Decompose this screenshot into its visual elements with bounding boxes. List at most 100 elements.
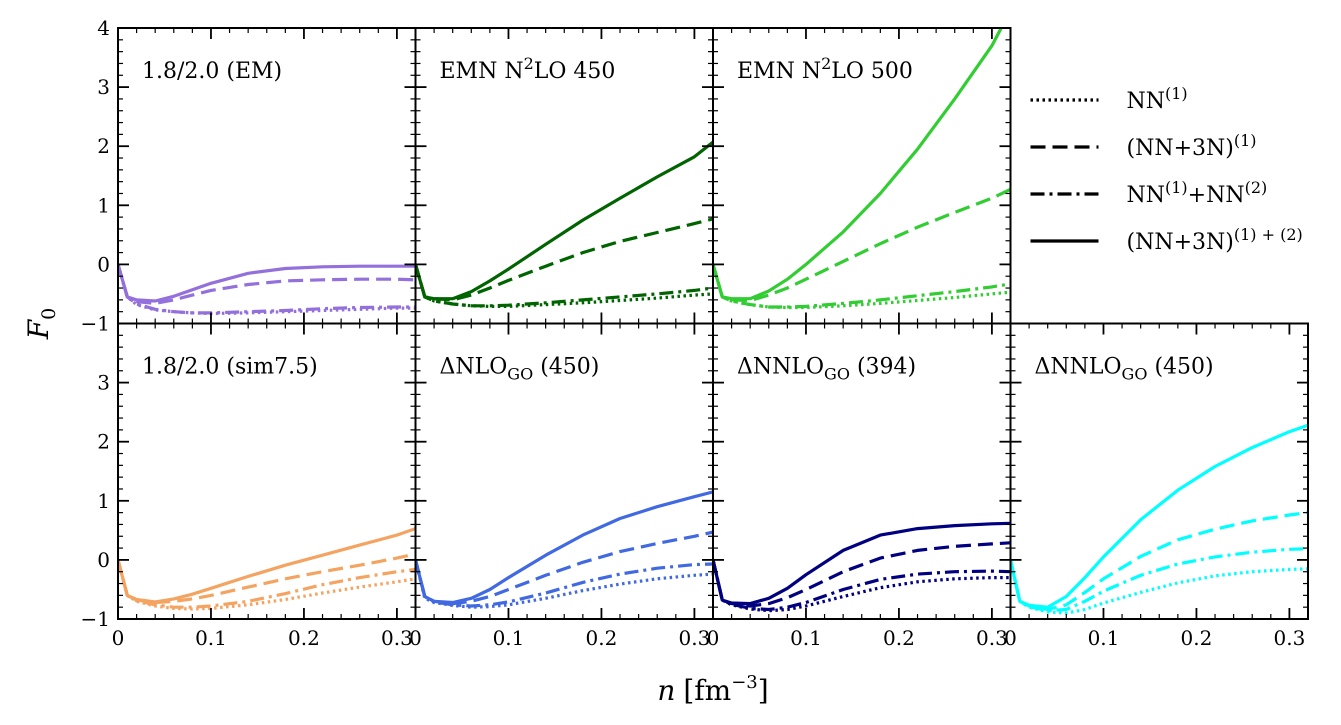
panel-title-part: EMN N: [737, 59, 821, 84]
panel-title: ΔNNLOGO (450): [1035, 355, 1214, 384]
series-line-dashdot: [415, 263, 713, 308]
panel-1-2: 0 0.1 0.2 0.3 ΔNNLOGO (394): [707, 322, 1012, 650]
x-tick-label: 0.3: [679, 626, 711, 650]
legend-label-part: (NN+3N): [1127, 136, 1234, 161]
series-line-dashdot: [415, 559, 713, 608]
x-tick-label: 0.2: [586, 626, 618, 650]
x-tick-label: 0.1: [790, 626, 822, 650]
x-axis-title-unit-sup: −3: [731, 672, 758, 693]
series-line-solid: [415, 490, 713, 605]
panel-title: ΔNLOGO (450): [440, 355, 600, 384]
legend-label-part: NN: [1127, 183, 1166, 208]
legend-label-part: (1): [1234, 131, 1257, 150]
series-line-solid: [118, 527, 416, 604]
legend-label-part: (1): [1165, 84, 1188, 103]
series-line-solid: [118, 263, 416, 303]
x-tick-label: 0.3: [1274, 626, 1306, 650]
panel-title-part: GO: [507, 365, 533, 384]
legend-item: (NN+3N)(1): [1030, 131, 1257, 161]
series-group: [1010, 423, 1308, 615]
series-line-dashed: [118, 263, 416, 305]
x-tick-label: 0.1: [195, 626, 227, 650]
panel-title-part: (450): [1147, 355, 1213, 380]
legend-item: NN(1): [1030, 84, 1188, 114]
panel-title-part: ΔNNLO: [1035, 355, 1122, 380]
x-axis-title: n [fm−3]: [657, 672, 768, 707]
series-line-dashed: [713, 187, 1011, 303]
series-line-dashed: [1010, 511, 1308, 612]
series-group: [118, 527, 416, 611]
series-line-solid: [415, 140, 713, 301]
panel-title-part: (394): [850, 355, 916, 380]
y-tick-label: 1: [97, 193, 110, 217]
x-tick-label: 0.2: [288, 626, 320, 650]
panel-title-part: (450): [533, 355, 599, 380]
series-line-solid: [713, 28, 1003, 301]
legend-item: NN(1)+NN(2): [1030, 178, 1268, 208]
x-tick-label: 0.3: [976, 626, 1008, 650]
x-tick-label: 0.3: [381, 626, 413, 650]
panel-title-part: GO: [1122, 365, 1148, 384]
series-group: [713, 521, 1011, 613]
series-line-dashdot: [713, 559, 1011, 612]
legend-label-part: NN: [1127, 89, 1166, 114]
y-tick-label: 2: [97, 430, 110, 454]
series-line-solid: [713, 521, 1011, 606]
y-tick-label: 3: [97, 75, 110, 99]
legend-label-part: (NN+3N): [1127, 230, 1234, 255]
panel-0-2: EMN N2LO 500: [712, 27, 1012, 325]
y-axis-title-sub: 0: [38, 308, 60, 320]
legend-label-part: (1): [1165, 178, 1188, 197]
y-tick-label: −1: [81, 312, 110, 336]
series-group: [415, 140, 713, 308]
legend-label: NN(1)+NN(2): [1127, 178, 1268, 208]
legend-label: (NN+3N)(1): [1127, 131, 1257, 161]
x-tick-label: 0: [409, 626, 422, 650]
panel-title: 1.8/2.0 (sim7.5): [142, 355, 318, 380]
panel-title-part: 2: [524, 54, 534, 73]
y-tick-label: 3: [97, 371, 110, 395]
x-tick-label: 0.1: [493, 626, 525, 650]
panel-title-part: 1.8/2.0 (sim7.5): [142, 355, 318, 380]
y-tick-label: 0: [97, 252, 110, 276]
y-tick-label: 2: [97, 134, 110, 158]
y-axis-title: F0: [22, 308, 60, 341]
series-group: [713, 28, 1011, 310]
panel-title-part: ΔNNLO: [737, 355, 824, 380]
series-line-dashed: [713, 541, 1011, 608]
y-tick-label: 1: [97, 489, 110, 513]
series-line-dashed: [118, 552, 416, 605]
series-line-dotted: [713, 263, 1011, 310]
x-axis-title-unit-close: ]: [758, 674, 769, 707]
panel-title: EMN N2LO 450: [440, 54, 616, 84]
panel-title-part: 1.8/2.0 (EM): [142, 59, 282, 84]
legend-item: (NN+3N)(1) + (2): [1030, 225, 1303, 255]
series-group: [118, 263, 416, 316]
series-line-dotted: [415, 263, 713, 308]
panel-title: ΔNNLOGO (394): [737, 355, 916, 384]
x-tick-label: 0: [112, 626, 125, 650]
x-tick-label: 0: [707, 626, 720, 650]
panel-0-0: −1 0 1 2 3 4 1.8/2.0 (EM): [81, 16, 417, 336]
legend: NN(1)(NN+3N)(1)NN(1)+NN(2)(NN+3N)(1) + (…: [1030, 84, 1303, 255]
panel-title-part: LO 500: [831, 59, 913, 84]
series-line-dotted: [713, 559, 1011, 613]
legend-label-part: (2): [1245, 178, 1268, 197]
panel-title-part: EMN N: [440, 59, 524, 84]
series-group: [415, 490, 713, 609]
y-tick-label: 0: [97, 548, 110, 572]
legend-label: NN(1): [1127, 84, 1188, 114]
panel-1-3: 0 0.1 0.2 0.3 ΔNNLOGO (450): [1004, 322, 1309, 650]
x-axis-title-unit: [fm: [683, 674, 731, 707]
panel-title: 1.8/2.0 (EM): [142, 59, 282, 84]
legend-label-part: +NN: [1188, 183, 1245, 208]
x-axis-title-var: n: [657, 674, 675, 707]
panel-title-part: 2: [821, 54, 831, 73]
series-line-dotted: [1010, 559, 1308, 615]
panel-title-part: GO: [824, 365, 850, 384]
y-tick-label: −1: [81, 607, 110, 631]
x-tick-label: 0.1: [1088, 626, 1120, 650]
